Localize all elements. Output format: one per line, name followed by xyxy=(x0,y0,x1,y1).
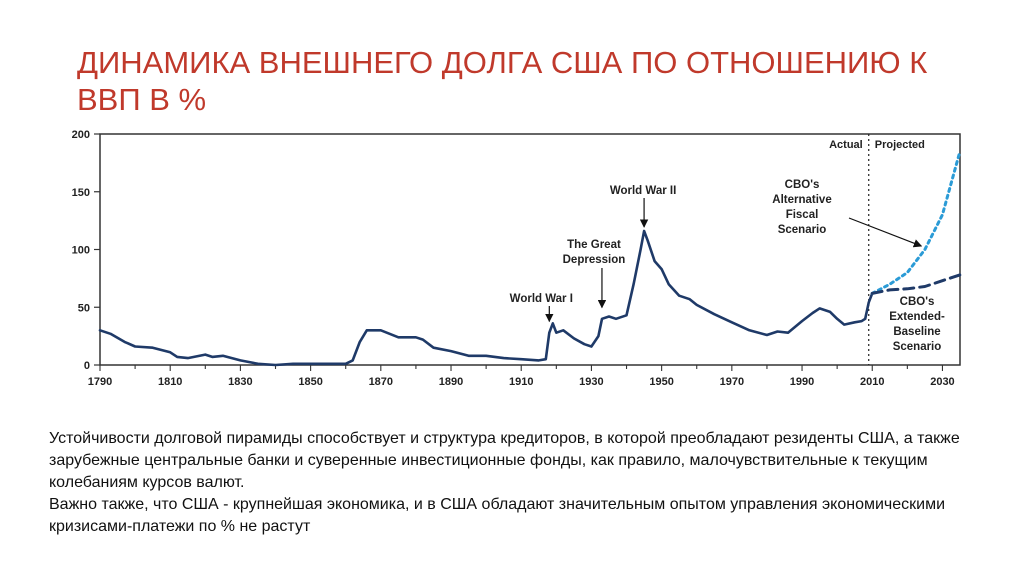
series-extended-baseline xyxy=(870,273,962,295)
x-tick-label: 1930 xyxy=(579,376,603,388)
paragraph-structure-of-creditors: Устойчивости долговой пирамиды способств… xyxy=(49,430,960,491)
x-tick-label: 1870 xyxy=(369,376,393,388)
series-alternative-fiscal xyxy=(870,149,962,295)
x-tick-label: 1970 xyxy=(720,376,744,388)
annotations: World War I The Great Depression World War … xyxy=(510,179,945,353)
annotation-world-war-1: World War I xyxy=(510,293,573,305)
annotation-alternative-fiscal: CBO's Alternative Fiscal Scenario xyxy=(772,179,831,236)
series-actual-debt xyxy=(98,229,874,367)
x-tick-label: 1810 xyxy=(158,376,182,388)
debt-chart: 0 50 100 150 200 1790 1810 1830 1850 1870 1890 1910… xyxy=(52,126,972,396)
y-tick-label: 100 xyxy=(72,245,90,257)
y-tick-label: 50 xyxy=(78,302,90,314)
x-tick-label: 1990 xyxy=(790,376,814,388)
region-label-projected: Projected xyxy=(875,139,925,151)
body-text: Устойчивости долговой пирамиды способств… xyxy=(49,428,1009,538)
y-tick-label: 200 xyxy=(72,129,90,141)
annotation-great-depression: The Great Depression xyxy=(563,239,626,266)
slide-title: ДИНАМИКА ВНЕШНЕГО ДОЛГА США ПО ОТНОШЕНИЮ… xyxy=(77,44,957,118)
x-tick-label: 1910 xyxy=(509,376,533,388)
debt-chart-svg: 0 50 100 150 200 1790 1810 1830 1850 1870 1890 1910… xyxy=(72,129,962,388)
y-tick-label: 150 xyxy=(72,187,90,199)
plot-frame xyxy=(99,133,961,366)
paragraph-largest-economy: Важно также, что США - крупнейшая эконом… xyxy=(49,496,946,535)
x-tick-label: 1890 xyxy=(439,376,463,388)
slide-title-line1: ДИНАМИКА ВНЕШНЕГО ДОЛГА США ПО ОТНОШЕНИЮ… xyxy=(77,45,928,80)
x-tick-label: 1950 xyxy=(649,376,673,388)
annotation-extended-baseline: CBO's Extended-Baseline Scenario xyxy=(889,296,945,353)
x-tick-label: 1830 xyxy=(228,376,252,388)
annotation-world-war-2: World War II xyxy=(610,185,676,197)
x-tick-label: 1850 xyxy=(298,376,322,388)
axes: 0 50 100 150 200 1790 1810 1830 1850 1870 1890 1910… xyxy=(72,129,961,388)
arrow-alternative-fiscal xyxy=(848,217,923,248)
x-tick-label: 1790 xyxy=(88,376,112,388)
x-tick-label: 2010 xyxy=(860,376,884,388)
region-label-actual: Actual xyxy=(829,139,863,151)
y-tick-label: 0 xyxy=(84,360,90,372)
x-tick-label: 2030 xyxy=(930,376,954,388)
slide-title-line2: ВВП В % xyxy=(77,82,207,117)
series-layer xyxy=(98,149,962,367)
